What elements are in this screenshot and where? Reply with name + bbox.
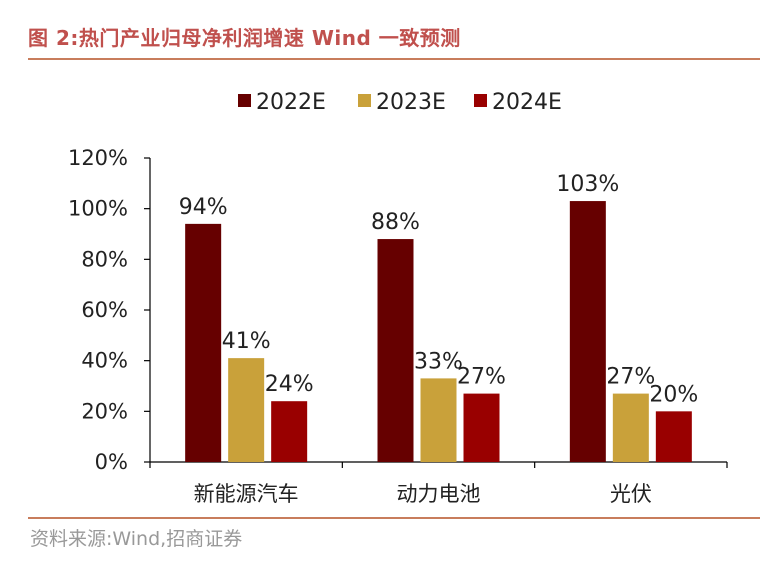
legend-swatch-2022E xyxy=(238,94,251,107)
bars xyxy=(185,201,692,463)
bar-2022E-动力电池 xyxy=(377,239,414,462)
category-label: 光伏 xyxy=(610,482,652,506)
legend-label-2024E: 2024E xyxy=(492,90,562,115)
data-label-2022E-光伏: 103% xyxy=(556,172,619,197)
data-label-2022E-动力电池: 88% xyxy=(371,210,420,235)
bar-2022E-光伏 xyxy=(569,201,606,463)
y-tick-label: 80% xyxy=(81,247,128,271)
y-tick-label: 20% xyxy=(81,399,128,423)
legend: 2022E 2023E 2024E xyxy=(238,90,562,115)
bar-2023E-光伏 xyxy=(612,393,649,462)
legend-swatch-2024E xyxy=(474,94,487,107)
category-label: 新能源汽车 xyxy=(194,482,299,506)
data-label-2024E-光伏: 20% xyxy=(649,382,698,407)
x-axis: 新能源汽车 动力电池 光伏 xyxy=(149,461,728,506)
legend-swatch-2023E xyxy=(358,94,371,107)
y-tick-label: 120% xyxy=(68,146,128,170)
y-tick-label: 0% xyxy=(95,450,128,474)
bar-2024E-光伏 xyxy=(655,411,692,462)
bar-2024E-动力电池 xyxy=(463,393,500,462)
bar-2024E-新能源汽车 xyxy=(271,401,308,462)
chart-title: 图 2:热门产业归母净利润增速 Wind 一致预测 xyxy=(28,26,461,50)
data-labels: 94%41%24%88%33%27%103%27%20% xyxy=(179,172,699,407)
data-label-2023E-光伏: 27% xyxy=(606,365,655,390)
y-tick-label: 40% xyxy=(81,349,128,373)
source-note: 资料来源:Wind,招商证券 xyxy=(30,528,243,550)
data-label-2023E-动力电池: 33% xyxy=(414,349,463,374)
y-tick-label: 100% xyxy=(68,197,128,221)
legend-label-2023E: 2023E xyxy=(376,90,446,115)
y-tick-label: 60% xyxy=(81,298,128,322)
footer-divider xyxy=(28,517,760,519)
bar-2023E-动力电池 xyxy=(420,378,457,462)
y-axis: 0% 20% 40% 60% 80% 100% 120% xyxy=(68,146,151,474)
legend-label-2022E: 2022E xyxy=(256,90,326,115)
bar-2023E-新能源汽车 xyxy=(228,358,265,462)
bar-2022E-新能源汽车 xyxy=(185,223,222,462)
title-divider xyxy=(28,58,760,60)
data-label-2022E-新能源汽车: 94% xyxy=(179,195,228,220)
data-label-2024E-动力电池: 27% xyxy=(457,365,506,390)
category-label: 动力电池 xyxy=(397,482,481,506)
data-label-2024E-新能源汽车: 24% xyxy=(265,372,314,397)
data-label-2023E-新能源汽车: 41% xyxy=(222,329,271,354)
